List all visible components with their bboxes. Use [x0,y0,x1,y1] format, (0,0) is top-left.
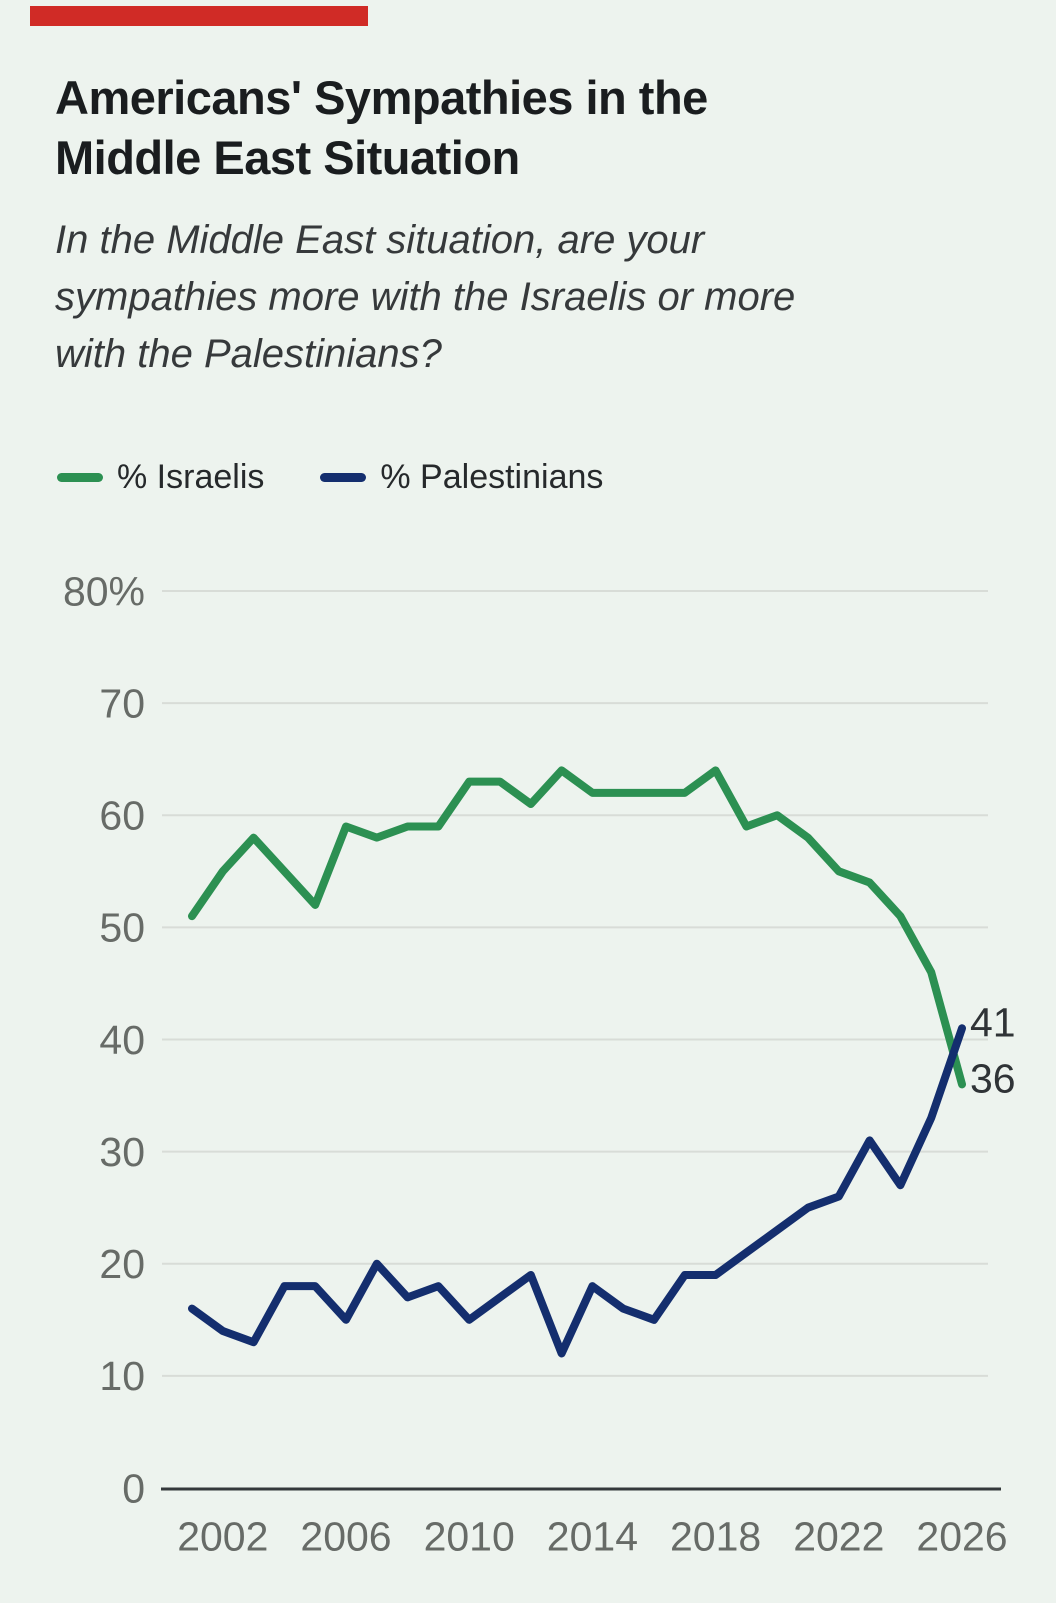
legend-label-palestinians: % Palestinians [380,458,604,496]
legend-item-palestinians: % Palestinians [320,458,603,497]
y-tick-label: 10 [99,1353,145,1399]
y-tick-label: 30 [99,1129,145,1175]
y-tick-label: 40 [99,1017,145,1063]
israelis-line-swatch-icon [57,473,103,482]
y-tick-label: 70 [99,680,145,726]
chart-subtitle-line-2: sympathies more with the Israelis or mor… [55,275,796,319]
y-tick-label: 20 [99,1241,145,1287]
legend-item-israelis: % Israelis [57,458,264,497]
series-end-label-israelis: 36 [970,1056,1016,1102]
chart-title-line-2: Middle East Situation [55,131,520,184]
x-tick-label: 2018 [670,1513,761,1559]
y-tick-label: 0 [122,1465,145,1511]
x-tick-label: 2022 [793,1513,884,1559]
x-tick-label: 2026 [916,1513,1007,1559]
x-tick-label: 2014 [547,1513,638,1559]
chart-subtitle-line-1: In the Middle East situation, are your [55,218,705,262]
chart-title-line-1: Americans' Sympathies in the [55,71,708,124]
x-tick-label: 2002 [177,1513,268,1559]
x-tick-label: 2006 [300,1513,391,1559]
legend-label-israelis: % Israelis [117,458,265,496]
y-tick-label: 60 [99,793,145,839]
chart-legend: % Israelis % Palestinians [57,458,603,497]
chart-subtitle: In the Middle East situation, are your s… [55,212,1015,383]
y-tick-label: 50 [99,905,145,951]
y-tick-label: 80% [63,568,145,614]
chart-title: Americans' Sympathies in the Middle East… [55,68,1015,188]
chart-subtitle-line-3: with the Palestinians? [55,332,442,376]
red-banner [30,6,368,26]
series-line-palestinians [188,1024,966,1358]
x-tick-label: 2010 [424,1513,515,1559]
series-line-israelis [188,766,966,1089]
palestinians-line-swatch-icon [320,473,367,482]
series-end-label-palestinians: 41 [970,1000,1016,1046]
